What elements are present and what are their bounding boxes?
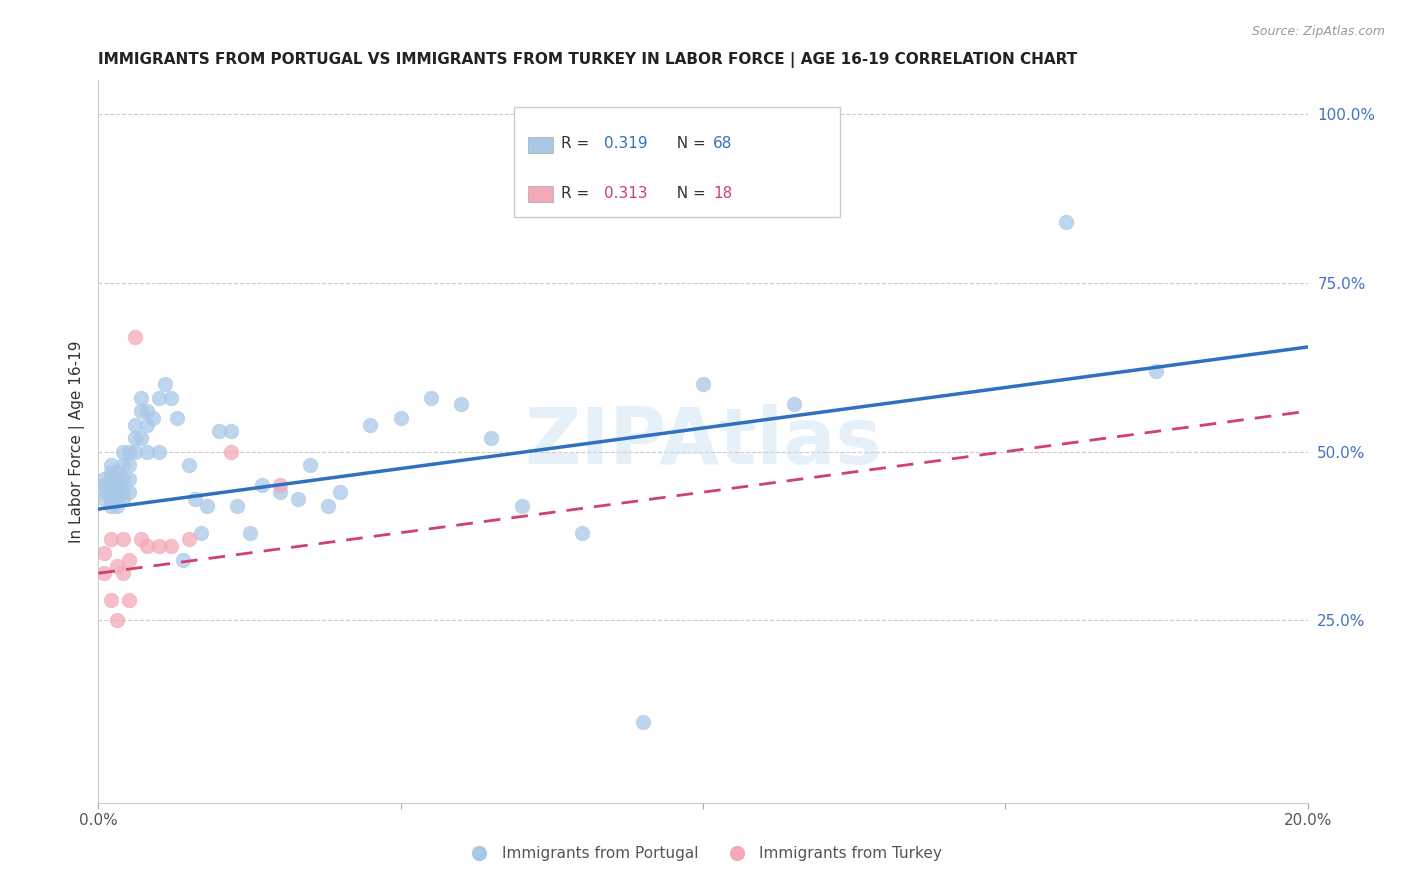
Point — [105, 559, 128, 574]
Legend: Immigrants from Portugal, Immigrants from Turkey: Immigrants from Portugal, Immigrants fro… — [457, 840, 949, 867]
Point — [226, 499, 249, 513]
Point — [250, 478, 273, 492]
Point — [118, 472, 141, 486]
Point — [450, 397, 472, 411]
Point — [100, 593, 122, 607]
Text: ZIPAtlas: ZIPAtlas — [524, 403, 882, 480]
Point — [631, 714, 654, 729]
Y-axis label: In Labor Force | Age 16-19: In Labor Force | Age 16-19 — [69, 340, 84, 543]
Point — [571, 525, 593, 540]
Point — [135, 444, 157, 458]
Point — [1144, 364, 1167, 378]
Text: 0.313: 0.313 — [603, 186, 647, 201]
Point — [135, 417, 157, 432]
Point — [118, 444, 141, 458]
Point — [93, 485, 115, 500]
Point — [269, 478, 291, 492]
Point — [129, 404, 152, 418]
Text: Source: ZipAtlas.com: Source: ZipAtlas.com — [1251, 25, 1385, 38]
Point — [100, 533, 122, 547]
Point — [118, 458, 141, 472]
Point — [148, 444, 170, 458]
Point — [111, 491, 134, 506]
Point — [111, 444, 134, 458]
Point — [105, 614, 128, 628]
Point — [100, 458, 122, 472]
Point — [111, 485, 134, 500]
Point — [100, 485, 122, 500]
Point — [179, 458, 201, 472]
Point — [111, 458, 134, 472]
Point — [111, 566, 134, 581]
Point — [105, 478, 128, 492]
Point — [105, 485, 128, 500]
Point — [269, 485, 291, 500]
Point — [93, 566, 115, 581]
Text: R =: R = — [561, 186, 595, 201]
Point — [100, 472, 122, 486]
Point — [105, 491, 128, 506]
Point — [692, 377, 714, 392]
Point — [100, 491, 122, 506]
Point — [118, 485, 141, 500]
Point — [153, 377, 176, 392]
Text: 18: 18 — [713, 186, 733, 201]
Point — [111, 533, 134, 547]
Point — [148, 539, 170, 553]
Point — [208, 425, 231, 439]
Point — [124, 431, 146, 445]
Point — [299, 458, 322, 472]
Point — [481, 431, 503, 445]
Point — [129, 533, 152, 547]
Point — [221, 425, 243, 439]
Point — [172, 552, 194, 566]
Point — [142, 411, 165, 425]
Point — [129, 391, 152, 405]
Point — [316, 499, 339, 513]
Text: 0.319: 0.319 — [603, 136, 647, 152]
Point — [124, 330, 146, 344]
Point — [239, 525, 262, 540]
Point — [93, 472, 115, 486]
Point — [105, 499, 128, 513]
Point — [93, 491, 115, 506]
Point — [124, 444, 146, 458]
Text: R =: R = — [561, 136, 595, 152]
Point — [135, 404, 157, 418]
Point — [93, 546, 115, 560]
Point — [360, 417, 382, 432]
Point — [389, 411, 412, 425]
Text: IMMIGRANTS FROM PORTUGAL VS IMMIGRANTS FROM TURKEY IN LABOR FORCE | AGE 16-19 CO: IMMIGRANTS FROM PORTUGAL VS IMMIGRANTS F… — [98, 52, 1077, 68]
Point — [100, 499, 122, 513]
Point — [783, 397, 806, 411]
Point — [160, 391, 183, 405]
Point — [111, 472, 134, 486]
Point — [160, 539, 183, 553]
Point — [129, 431, 152, 445]
Point — [100, 465, 122, 479]
Point — [190, 525, 212, 540]
Point — [1054, 215, 1077, 229]
Point — [329, 485, 352, 500]
Text: N =: N = — [666, 186, 710, 201]
Point — [195, 499, 218, 513]
Point — [510, 499, 533, 513]
Point — [148, 391, 170, 405]
Point — [105, 472, 128, 486]
Point — [105, 465, 128, 479]
Point — [124, 417, 146, 432]
Point — [118, 593, 141, 607]
Point — [166, 411, 188, 425]
Text: 68: 68 — [713, 136, 733, 152]
Point — [287, 491, 309, 506]
Point — [100, 478, 122, 492]
Point — [221, 444, 243, 458]
Point — [184, 491, 207, 506]
Text: N =: N = — [666, 136, 710, 152]
Point — [420, 391, 443, 405]
Point — [118, 552, 141, 566]
Point — [93, 478, 115, 492]
Point — [135, 539, 157, 553]
Point — [179, 533, 201, 547]
